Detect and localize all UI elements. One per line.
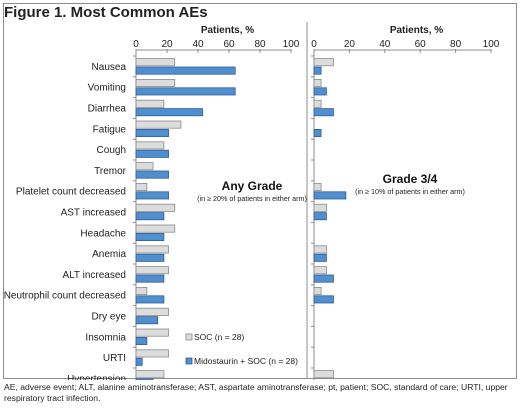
bar-soc-platelet-count-decreased (135, 182, 148, 191)
x-tick-label: 60 (223, 39, 235, 50)
bar-midostaurin-fatigue (135, 128, 169, 137)
category-label-diarrhea: Diarrhea (88, 104, 127, 115)
legend-item-soc-label: SOC (n = 28) (194, 332, 244, 342)
x-tick-label: 100 (483, 39, 500, 50)
bar-soc-neutrophil-count-decreased (313, 286, 322, 295)
bar-soc-anemia (313, 245, 327, 254)
x-tick-label: 40 (379, 39, 391, 50)
bar-soc-anemia (135, 245, 169, 254)
x-tick-label: 20 (161, 39, 173, 50)
bar-midostaurin-nausea (313, 66, 322, 75)
bar-soc-vomiting (313, 79, 322, 88)
bar-midostaurin-diarrhea (313, 108, 334, 117)
x-axis-label: Patients, % (201, 25, 254, 36)
bar-midostaurin-cough (135, 149, 169, 158)
bar-midostaurin-fatigue (313, 128, 322, 137)
x-tick-label: 60 (415, 39, 427, 50)
category-label-alt-increased: ALT increased (62, 270, 126, 281)
panel-label: Any Grade (222, 179, 283, 193)
bar-midostaurin-anemia (135, 253, 165, 262)
figure-title: Figure 1. Most Common AEs (4, 4, 208, 21)
chart-legend: SOC (n = 28) Midostaurin + SOC (n = 28) (185, 332, 298, 366)
legend-item-soc-swatch (185, 333, 193, 341)
category-label-fatigue: Fatigue (93, 124, 127, 135)
bar-soc-neutrophil-count-decreased (135, 286, 148, 295)
category-label-headache: Headache (80, 228, 126, 239)
x-tick-label: 0 (311, 39, 317, 50)
bar-soc-ast-increased (313, 203, 327, 212)
x-tick-label: 0 (133, 39, 139, 50)
bar-midostaurin-neutrophil-count-decreased (135, 295, 165, 304)
adverse-events-chart: Patients, % 0 20 40 60 80 100 Nausea Vomiting Dia… (4, 22, 500, 380)
category-label-ast-increased: AST increased (61, 208, 126, 219)
bar-soc-insomnia (135, 328, 169, 337)
category-label-insomnia: Insomnia (85, 332, 126, 343)
legend-item-midostaurin-soc-swatch (185, 357, 193, 365)
x-tick-label: 100 (283, 39, 300, 50)
panel-label: Grade 3/4 (383, 172, 438, 186)
legend-item-midostaurin-soc-label: Midostaurin + SOC (n = 28) (194, 356, 298, 366)
any-grade-panel: Patients, % 0 20 40 60 80 100 Nausea Vomiting Dia… (4, 25, 307, 380)
bar-midostaurin-nausea (135, 66, 236, 75)
x-tick-label: 40 (192, 39, 204, 50)
category-label-dry-eye: Dry eye (92, 312, 127, 323)
x-tick-label: 80 (450, 39, 462, 50)
bar-midostaurin-diarrhea (135, 108, 204, 117)
bar-soc-alt-increased (313, 266, 327, 275)
bar-midostaurin-urti (135, 357, 143, 366)
footnote: AE, adverse event; ALT, alanine aminotra… (4, 382, 508, 403)
bar-midostaurin-ast-increased (135, 212, 165, 221)
category-label-hypertension: Hypertension (67, 374, 126, 380)
bar-soc-cough (135, 141, 165, 150)
bar-midostaurin-anemia (313, 253, 327, 262)
bar-midostaurin-tremor (135, 170, 169, 179)
bar-soc-diarrhea (135, 99, 165, 108)
bar-soc-headache (135, 224, 176, 233)
category-label-urti: URTI (103, 353, 126, 364)
category-label-tremor: Tremor (94, 166, 127, 177)
bar-soc-hypertension (313, 370, 334, 379)
category-label-platelet-count-decreased: Platelet count decreased (16, 187, 126, 198)
category-label-neutrophil-count-decreased: Neutrophil count decreased (4, 291, 126, 302)
bar-soc-alt-increased (135, 266, 169, 275)
figure-border (3, 3, 517, 379)
bar-soc-ast-increased (135, 203, 176, 212)
bar-midostaurin-alt-increased (313, 274, 334, 283)
bar-midostaurin-ast-increased (313, 212, 327, 221)
category-label-vomiting: Vomiting (88, 83, 126, 94)
panel-sublabel: (in ≥ 10% of patients in either arm) (355, 187, 465, 196)
bar-midostaurin-hypertension (135, 378, 154, 380)
bar-midostaurin-neutrophil-count-decreased (313, 295, 334, 304)
bar-soc-diarrhea (313, 99, 322, 108)
bar-soc-vomiting (135, 79, 176, 88)
bar-midostaurin-vomiting (313, 87, 327, 96)
bar-midostaurin-alt-increased (135, 274, 165, 283)
bar-soc-dry-eye (135, 307, 169, 316)
bar-soc-nausea (313, 58, 334, 67)
x-axis-label: Patients, % (390, 25, 443, 36)
bar-soc-hypertension (135, 370, 165, 379)
grade-3-4-panel: Patients, % 0 20 40 60 80 100 Grade 3/4(in ≥ 10… (311, 25, 500, 380)
x-tick-label: 80 (254, 39, 266, 50)
bar-soc-nausea (135, 58, 176, 67)
bar-soc-tremor (135, 162, 154, 171)
bar-midostaurin-platelet-count-decreased (135, 191, 169, 200)
category-label-nausea: Nausea (92, 62, 127, 73)
bar-midostaurin-dry-eye (135, 316, 159, 325)
x-tick-label: 20 (344, 39, 356, 50)
bar-midostaurin-headache (135, 232, 165, 241)
category-label-anemia: Anemia (92, 249, 126, 260)
category-label-cough: Cough (97, 145, 126, 156)
bar-midostaurin-platelet-count-decreased (313, 191, 347, 200)
bar-soc-urti (135, 349, 169, 358)
bar-midostaurin-vomiting (135, 87, 236, 96)
bar-soc-fatigue (135, 120, 182, 129)
bar-soc-platelet-count-decreased (313, 182, 322, 191)
bar-midostaurin-insomnia (135, 336, 148, 345)
panel-sublabel: (in ≥ 20% of patients in either arm) (197, 194, 307, 203)
